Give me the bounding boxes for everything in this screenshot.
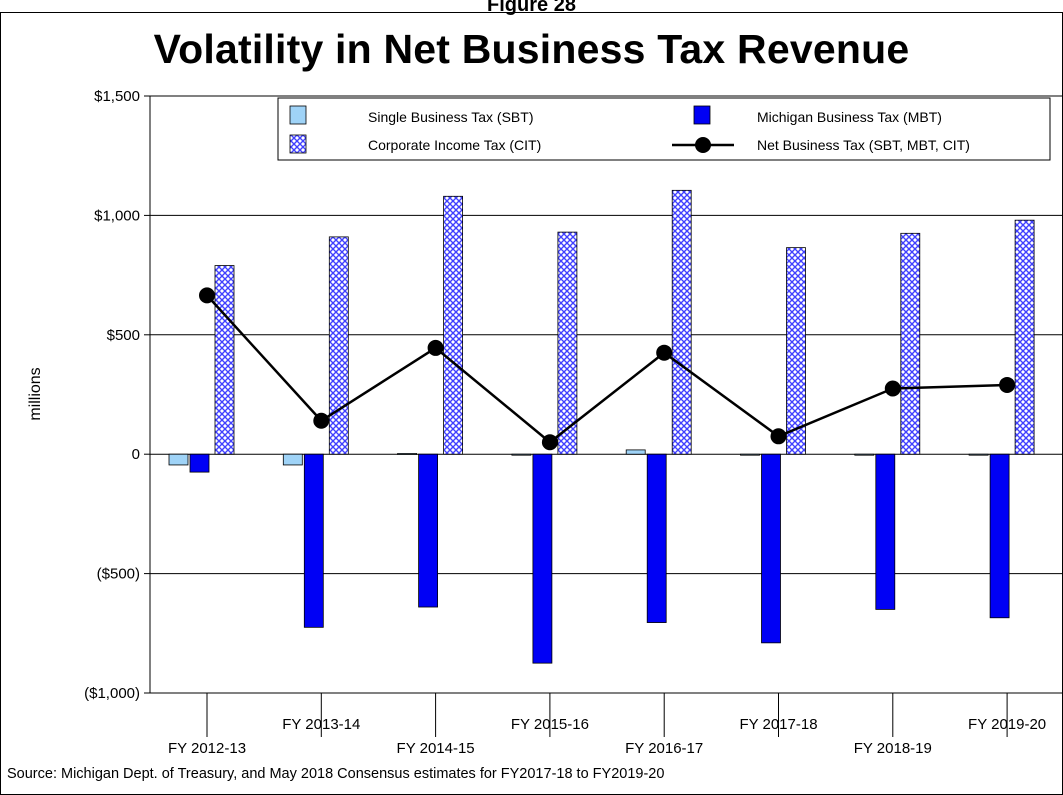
x-tick-label: FY 2013-14 <box>282 716 360 733</box>
x-tick-label: FY 2019-20 <box>968 716 1046 733</box>
net-business-tax-point <box>884 380 901 397</box>
legend-label: Corporate Income Tax (CIT) <box>368 137 541 153</box>
figure-label: Figure 28 <box>487 0 576 16</box>
cit-bar <box>214 265 235 455</box>
cit-bar <box>328 236 349 455</box>
mbt-bar <box>418 453 439 608</box>
legend-box <box>277 97 1051 161</box>
legend-label: Net Business Tax (SBT, MBT, CIT) <box>757 137 970 153</box>
x-tick-label: FY 2016-17 <box>625 740 703 757</box>
legend-label: Single Business Tax (SBT) <box>368 109 533 125</box>
sbt-bar <box>168 453 189 466</box>
sbt-bar <box>625 449 646 455</box>
legend-swatch <box>693 105 711 125</box>
mbt-bar <box>532 453 553 664</box>
y-tick-label: 0 <box>132 446 140 463</box>
mbt-bar <box>989 453 1010 619</box>
legend-marker-swatch <box>695 137 711 153</box>
mbt-bar <box>303 453 324 628</box>
cit-bar <box>671 189 692 455</box>
source-note: Source: Michigan Dept. of Treasury, and … <box>7 766 665 782</box>
sbt-bar <box>854 453 875 456</box>
net-business-tax-point <box>427 339 444 356</box>
cit-bar <box>557 231 578 455</box>
mbt-bar <box>189 453 210 473</box>
net-business-tax-point <box>999 376 1016 393</box>
net-business-tax-line <box>206 294 1008 444</box>
y-tick-label: $1,500 <box>94 88 140 105</box>
sbt-bar <box>968 453 989 456</box>
cit-bar <box>786 247 806 455</box>
chart-title: Volatility in Net Business Tax Revenue <box>153 26 910 72</box>
y-tick-label: $500 <box>107 327 140 344</box>
legend-swatch <box>289 134 307 154</box>
mbt-bar <box>761 453 781 644</box>
x-tick-label: FY 2012-13 <box>168 740 246 757</box>
net-business-tax-point <box>541 434 558 451</box>
cit-bar <box>443 195 464 455</box>
net-business-tax-point <box>656 344 673 361</box>
sbt-bar <box>511 453 532 456</box>
x-tick-label: FY 2018-19 <box>854 740 932 757</box>
sbt-bar <box>397 453 418 455</box>
legend-label: Michigan Business Tax (MBT) <box>757 109 942 125</box>
net-business-tax-point <box>770 428 787 445</box>
mbt-bar <box>875 453 896 610</box>
mbt-bar <box>646 453 667 623</box>
legend-swatch <box>289 105 307 125</box>
net-business-tax-point <box>313 412 330 429</box>
x-tick-label: FY 2015-16 <box>511 716 589 733</box>
y-tick-label: $1,000 <box>94 207 140 224</box>
y-tick-label: ($1,000) <box>84 685 140 702</box>
sbt-bar <box>740 453 760 456</box>
cit-bar <box>1014 219 1035 455</box>
sbt-bar <box>282 453 303 466</box>
cit-bar <box>900 232 921 455</box>
net-business-tax-point <box>199 287 215 304</box>
x-tick-label: FY 2017-18 <box>739 716 817 733</box>
x-tick-label: FY 2014-15 <box>397 740 475 757</box>
y-tick-label: ($500) <box>97 566 140 583</box>
